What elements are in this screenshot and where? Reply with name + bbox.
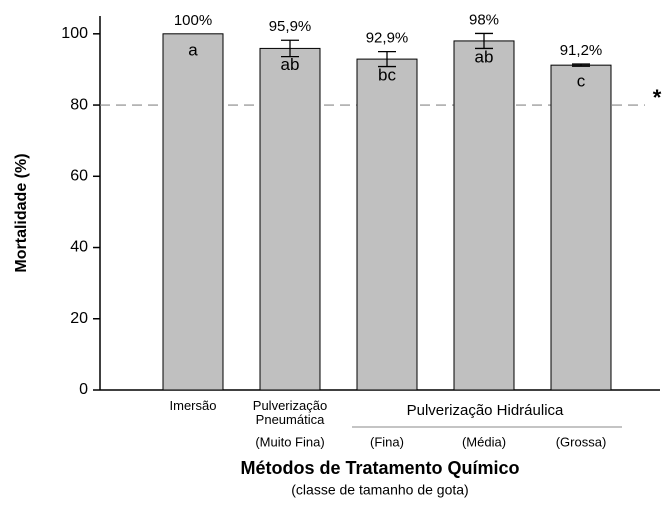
bar [356, 58, 418, 391]
bar [550, 64, 612, 391]
letter-label: c [577, 72, 586, 91]
x-axis-sublabel: (classe de tamanho de gota) [291, 482, 468, 498]
letter-label: a [188, 40, 198, 59]
group-label: Pulverização Hidráulica [407, 402, 564, 419]
x-tick-label: Imersão [170, 398, 217, 413]
x-tick-label-line: Pulverização [253, 398, 327, 413]
bar [162, 33, 224, 391]
letter-label: bc [378, 66, 396, 85]
x-tick-label: Pulverização Pneumática [253, 398, 327, 427]
x-tick-label-line: Pneumática [256, 412, 325, 427]
reference-label: * [653, 85, 662, 110]
y-tick-label: 80 [70, 96, 88, 113]
value-label: 95,9% [269, 18, 312, 35]
y-tick-label: 100 [61, 25, 88, 42]
y-tick-label: 60 [70, 168, 88, 185]
value-label: 100% [174, 12, 212, 29]
droplet-class-label: (Muito Fina) [255, 434, 324, 449]
letter-label: ab [475, 47, 494, 66]
y-tick-label: 0 [79, 381, 88, 398]
x-axis-label: Métodos de Tratamento Químico [240, 458, 519, 478]
droplet-class-label: (Grossa) [556, 434, 607, 449]
bar [259, 47, 321, 391]
y-tick-label: 20 [70, 310, 88, 327]
droplet-class-label: (Média) [462, 434, 506, 449]
value-label: 91,2% [560, 42, 603, 59]
value-label: 98% [469, 11, 499, 28]
droplet-class-label: (Fina) [370, 434, 404, 449]
letter-label: ab [281, 55, 300, 74]
bar [453, 40, 515, 391]
y-tick-label: 40 [70, 239, 88, 256]
value-label: 92,9% [366, 30, 409, 47]
y-axis-label: Mortalidade (%) [13, 153, 30, 272]
x-tick-label-line: Imersão [170, 398, 217, 413]
